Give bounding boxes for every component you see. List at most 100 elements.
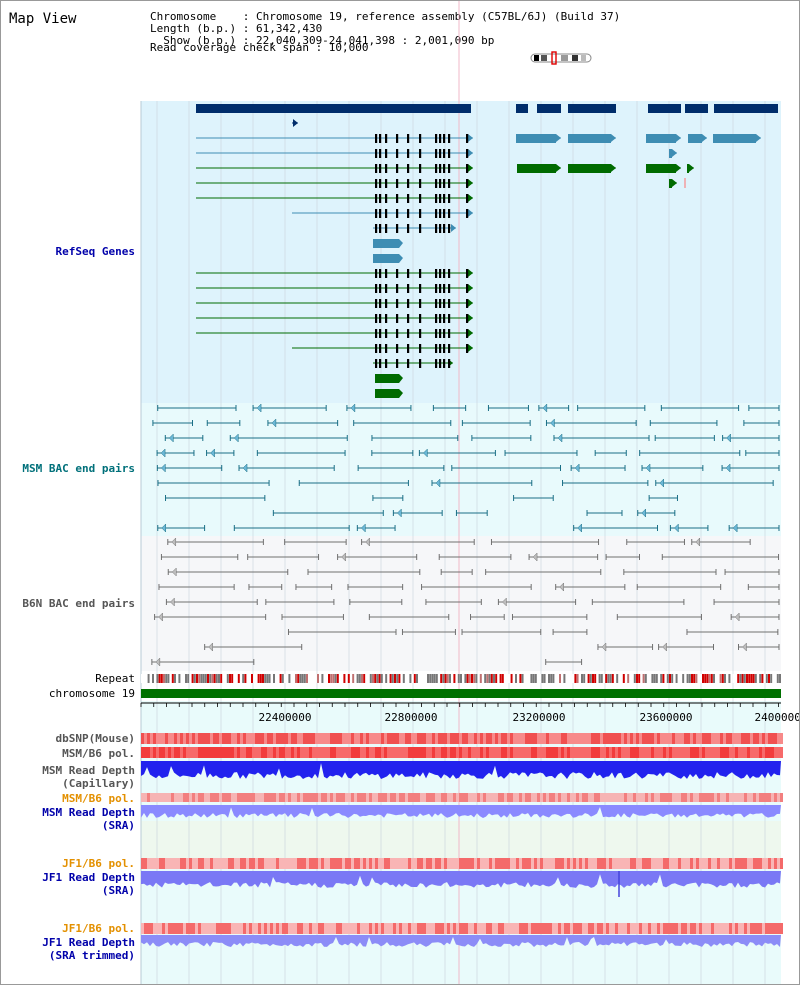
b6n-bac-track[interactable]	[151, 537, 780, 667]
label-msm-depth-sra[interactable]: MSM Read Depth (SRA)	[42, 806, 135, 832]
gene-exon	[379, 269, 382, 278]
refseq-gene-track[interactable]	[196, 104, 778, 398]
polymorphism-bin	[381, 793, 384, 802]
polymorphism-bin	[639, 747, 642, 758]
polymorphism-bin	[366, 747, 369, 758]
polymorphism-bin	[723, 858, 726, 869]
repeat-element	[156, 674, 159, 683]
polymorphism-bin	[240, 733, 243, 744]
gene-strand-arrow	[468, 164, 473, 172]
polymorphism-bin	[393, 733, 396, 744]
label-refseq-genes[interactable]: RefSeq Genes	[55, 245, 135, 258]
label-msm-bac[interactable]: MSM BAC end pairs	[22, 462, 135, 475]
msm-bac-track[interactable]	[152, 403, 780, 533]
label-repeat[interactable]: Repeat	[95, 672, 135, 685]
polymorphism-bin	[645, 747, 648, 758]
repeat-element	[642, 674, 645, 683]
repeat-element	[189, 674, 192, 683]
polymorphism-bin	[687, 747, 690, 758]
polymorphism-bin	[732, 858, 735, 869]
polymorphism-bin	[279, 793, 282, 802]
repeat-element	[350, 674, 352, 683]
polymorphism-bin	[354, 923, 357, 934]
polymorphism-bin	[318, 858, 321, 869]
label-jf1-depth-sra[interactable]: JF1 Read Depth (SRA)	[42, 871, 135, 897]
repeat-element	[202, 674, 205, 683]
polymorphism-bin	[288, 858, 291, 869]
polymorphism-bin	[654, 923, 657, 934]
gene-exon	[466, 149, 469, 158]
polymorphism-bin	[450, 923, 453, 934]
gene-exon	[443, 284, 446, 293]
gene-exon	[466, 164, 469, 173]
label-b6n-bac[interactable]: B6N BAC end pairs	[22, 597, 135, 610]
polymorphism-bin	[171, 923, 174, 934]
repeat-element	[427, 674, 429, 683]
repeat-element	[743, 674, 746, 683]
polymorphism-bin	[240, 793, 243, 802]
chromosome-bar[interactable]	[141, 689, 781, 698]
polymorphism-bin	[246, 793, 249, 802]
polymorphism-bin	[651, 733, 654, 744]
polymorphism-bin	[252, 793, 255, 802]
label-jf1-b6-pol[interactable]: JF1/B6 pol.	[62, 857, 135, 870]
label-msm-b6-pol-sra[interactable]: MSM/B6 pol.	[62, 792, 135, 805]
polymorphism-bin	[507, 747, 510, 758]
repeat-element	[224, 674, 227, 683]
polymorphism-bin	[723, 733, 726, 744]
polymorphism-bin	[480, 858, 483, 869]
polymorphism-bin	[426, 923, 429, 934]
gene-exon	[448, 359, 451, 368]
read-depth-profile	[141, 805, 781, 818]
repeat-element	[750, 674, 753, 683]
polymorphism-bin	[441, 747, 444, 758]
gene-exon-block	[375, 374, 399, 383]
repeat-element	[420, 674, 423, 683]
polymorphism-bin	[249, 733, 252, 744]
gene-strand-arrow	[672, 149, 677, 157]
repeat-element	[407, 674, 410, 683]
polymorphism-bin	[759, 923, 762, 934]
gene-exon	[419, 194, 422, 203]
bac-end-arrow	[577, 523, 582, 533]
label-msm-b6-pol[interactable]: MSM/B6 pol.	[62, 747, 135, 760]
polymorphism-bin	[576, 923, 579, 934]
polymorphism-bin	[204, 923, 207, 934]
repeat-element	[545, 674, 548, 683]
polymorphism-bin	[711, 858, 714, 869]
label-dbsnp[interactable]: dbSNP(Mouse)	[55, 732, 135, 745]
polymorphism-bin	[555, 733, 558, 744]
variation-heat-tracks[interactable]	[141, 733, 783, 947]
label-msm-depth-capillary[interactable]: MSM Read Depth (Capillary)	[42, 764, 135, 790]
polymorphism-bin	[189, 858, 192, 869]
polymorphism-bin	[573, 858, 576, 869]
polymorphism-bin	[495, 858, 498, 869]
polymorphism-bin	[624, 858, 627, 869]
polymorphism-bin	[699, 923, 702, 934]
gene-exon	[407, 269, 410, 278]
polymorphism-bin	[720, 747, 723, 758]
polymorphism-bin	[687, 733, 690, 744]
repeat-element	[543, 674, 546, 683]
polymorphism-bin	[330, 858, 333, 869]
repeat-track[interactable]	[141, 674, 781, 683]
polymorphism-bin	[756, 923, 759, 934]
polymorphism-bin	[339, 733, 342, 744]
polymorphism-bin	[348, 923, 351, 934]
chromosome-ideogram[interactable]	[530, 51, 592, 65]
polymorphism-bin	[414, 793, 417, 802]
polymorphism-bin	[654, 858, 657, 869]
polymorphism-bin	[330, 923, 333, 934]
polymorphism-bin	[780, 733, 783, 744]
gene-exon	[396, 224, 399, 233]
polymorphism-bin	[705, 793, 708, 802]
polymorphism-bin	[357, 793, 360, 802]
label-jf1-depth-trimmed[interactable]: JF1 Read Depth (SRA trimmed)	[42, 936, 135, 962]
gene-exon	[448, 209, 451, 218]
label-jf1-b6-pol-trim[interactable]: JF1/B6 pol.	[62, 922, 135, 935]
polymorphism-bin	[294, 733, 297, 744]
gene-strand-arrow	[468, 134, 473, 142]
polymorphism-bin	[726, 733, 729, 744]
gene-exon	[407, 359, 410, 368]
